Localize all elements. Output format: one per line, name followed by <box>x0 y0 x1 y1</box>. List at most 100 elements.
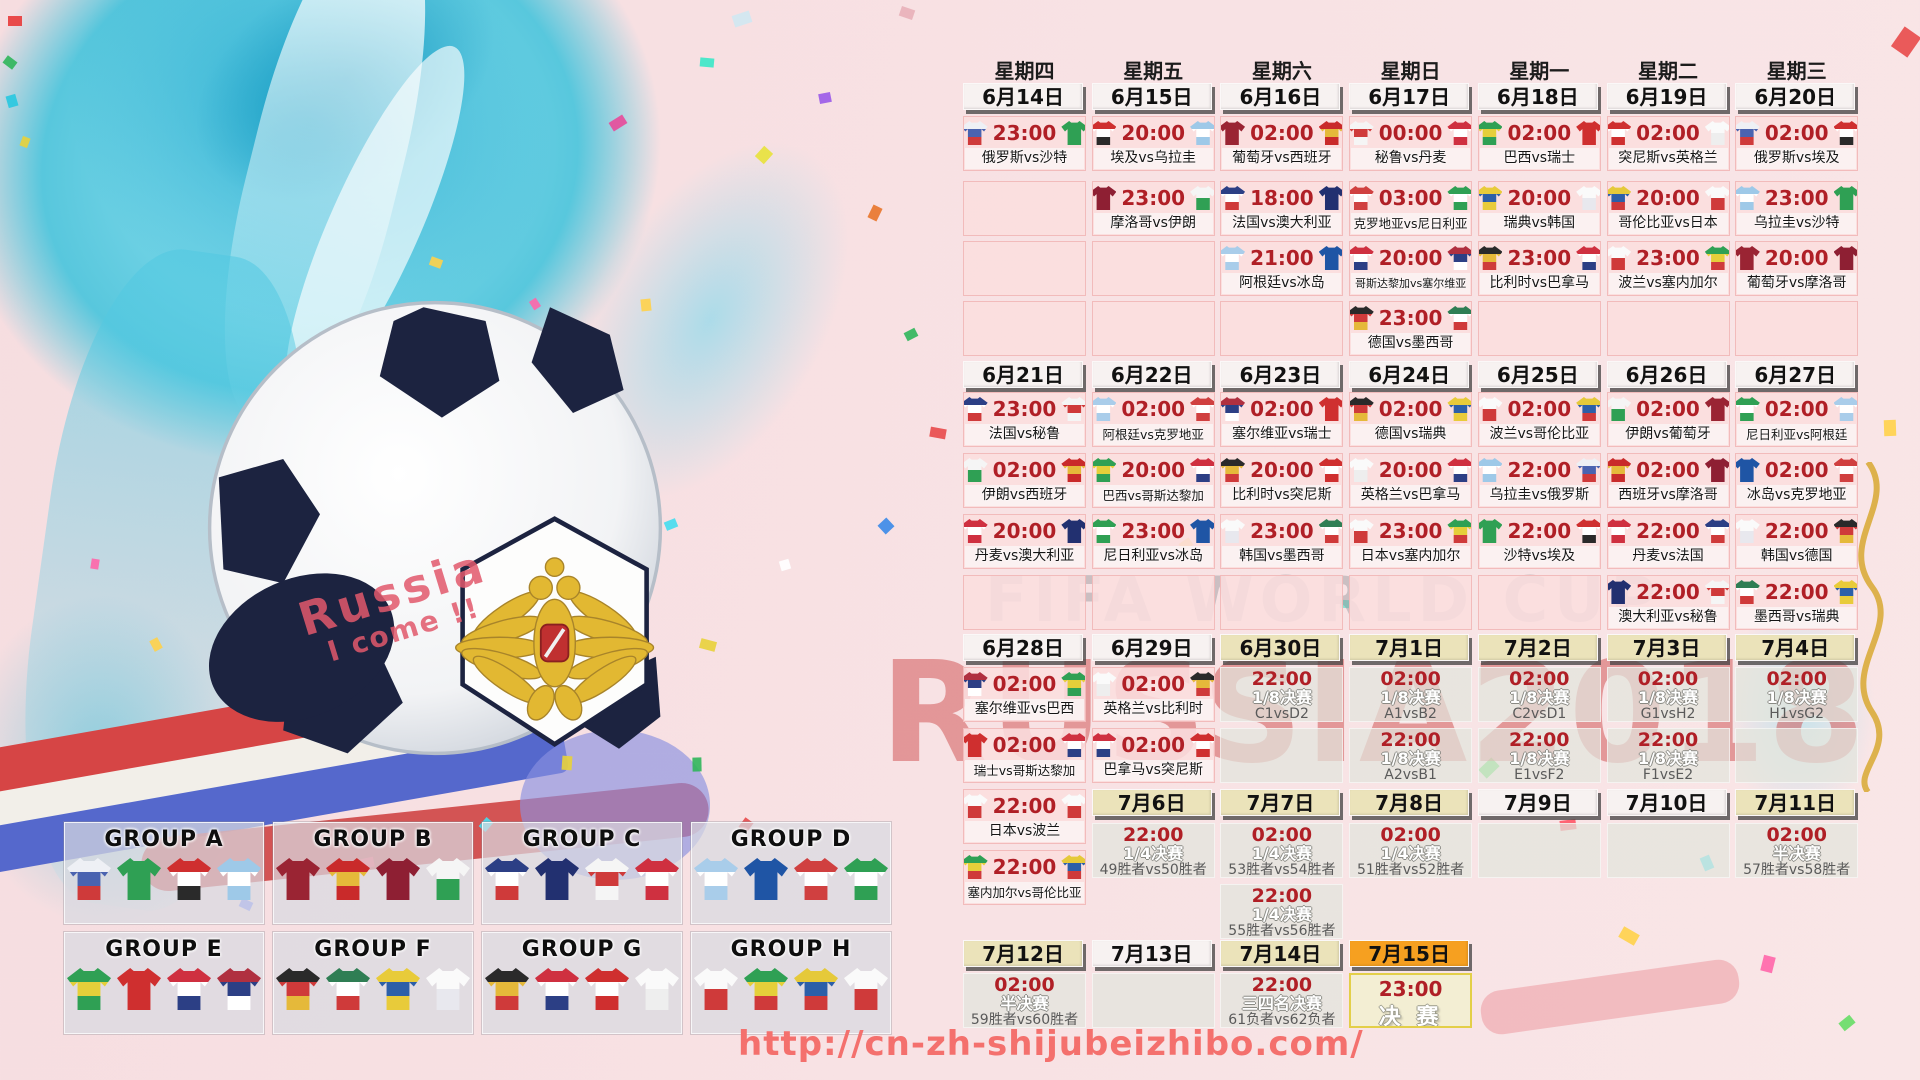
date-button[interactable]: 6月26日 <box>1606 361 1727 388</box>
group-jerseys <box>65 858 263 900</box>
match-time: 20:00 <box>1378 458 1443 482</box>
jersey-icon-西班牙 <box>1061 458 1085 482</box>
match-teams: 塞内加尔vs哥伦比亚 <box>965 882 1084 903</box>
match-teams: 丹麦vs法国 <box>1608 546 1728 567</box>
match-teams: 英格兰vs比利时 <box>1093 699 1213 720</box>
date-button[interactable]: 6月23日 <box>1220 361 1341 388</box>
jersey-icon-埃及 <box>1833 121 1858 145</box>
jersey-icon-葡萄牙 <box>276 858 320 900</box>
date-button[interactable]: 6月30日 <box>1220 634 1341 661</box>
date-button[interactable]: 7月7日 <box>1220 789 1341 816</box>
knockout-cell: 22:00 1/4决赛 49胜者vs50胜者 <box>1091 823 1215 878</box>
match-time: 23:00 <box>992 397 1057 421</box>
match-cell: 02:00 塞尔维亚vs巴西 <box>963 667 1086 722</box>
pairing-label: 49胜者vs50胜者 <box>1099 862 1207 878</box>
weekday-header: 星期五 <box>1123 59 1184 83</box>
pairing-label: 61负者vs62负者 <box>1228 1012 1336 1028</box>
group-title: GROUP C <box>522 827 642 852</box>
date-button[interactable]: 6月15日 <box>1091 83 1212 110</box>
match-time: 00:00 <box>1378 121 1443 145</box>
match-time: 02:00 <box>992 733 1057 757</box>
date-button[interactable]: 7月1日 <box>1349 634 1470 661</box>
jersey-icon-塞内加尔 <box>964 855 988 879</box>
date-button[interactable]: 7月4日 <box>1735 634 1856 661</box>
date-button[interactable]: 7月13日 <box>1091 940 1212 967</box>
jersey-icon-法国 <box>1704 519 1729 543</box>
pairing-label: 59胜者vs60胜者 <box>970 1012 1079 1028</box>
date-button[interactable]: 7月6日 <box>1091 789 1212 816</box>
pairing-label: C2vsD1 <box>1512 706 1567 722</box>
date-button[interactable]: 6月29日 <box>1091 634 1212 661</box>
jersey-icon-西班牙 <box>326 858 370 900</box>
confetti-piece <box>903 327 919 342</box>
date-button[interactable]: 7月3日 <box>1606 634 1727 661</box>
jersey-icon-墨西哥 <box>1447 306 1472 330</box>
date-button[interactable]: 7月8日 <box>1349 789 1470 816</box>
jersey-icon-葡萄牙 <box>1704 397 1729 421</box>
match-header-row: 20:00 <box>1350 242 1472 274</box>
date-button[interactable]: 6月21日 <box>963 361 1083 388</box>
match-time: 20:00 <box>1121 121 1186 145</box>
jersey-icon-西班牙 <box>1607 458 1632 482</box>
match-teams: 比利时vs巴拿马 <box>1479 273 1599 294</box>
match-time: 22:00 <box>1636 580 1700 604</box>
date-button[interactable]: 6月28日 <box>963 634 1083 661</box>
pairing-label: 51胜者vs52胜者 <box>1356 862 1465 878</box>
jersey-icon-韩国 <box>426 968 470 1010</box>
date-button[interactable]: 7月2日 <box>1477 634 1598 661</box>
match-cell: 03:00 克罗地亚vs尼日利亚 <box>1349 181 1473 236</box>
date-button[interactable]: 6月20日 <box>1735 83 1856 110</box>
jersey-icon-埃及 <box>167 858 211 900</box>
match-header-row: 02:00 <box>1607 454 1729 486</box>
match-header-row: 02:00 <box>964 729 1085 761</box>
match-cell: 23:00 乌拉圭vs沙特 <box>1735 181 1859 236</box>
date-button[interactable]: 7月10日 <box>1606 789 1727 816</box>
match-cell: 23:00 日本vs塞内加尔 <box>1349 514 1473 569</box>
date-button[interactable]: 6月19日 <box>1606 83 1727 110</box>
match-cell: 23:00 比利时vs巴拿马 <box>1477 241 1601 296</box>
match-header-row: 22:00 <box>1736 576 1858 608</box>
match-time: 02:00 <box>1380 824 1441 846</box>
date-button[interactable]: 6月27日 <box>1735 361 1856 388</box>
match-time: 18:00 <box>1250 186 1314 210</box>
match-header-row: 20:00 <box>1350 454 1472 486</box>
date-button[interactable]: 7月9日 <box>1477 789 1598 816</box>
group-title: GROUP G <box>521 937 643 962</box>
date-button[interactable]: 6月22日 <box>1091 361 1212 388</box>
empty-cell <box>963 301 1086 356</box>
jersey-icon-塞尔维亚 <box>217 968 261 1010</box>
jersey-icon-秘鲁 <box>1350 121 1374 145</box>
date-button[interactable]: 6月16日 <box>1220 83 1341 110</box>
jersey-icon-法国 <box>964 397 988 421</box>
match-time: 22:00 <box>1251 885 1313 907</box>
confetti-piece <box>929 426 947 440</box>
match-time: 22:00 <box>1507 519 1572 543</box>
jersey-icon-伊朗 <box>1607 397 1632 421</box>
pairing-label: E1vsF2 <box>1514 767 1565 783</box>
match-header-row: 22:00 <box>1478 454 1600 486</box>
jersey-icon-法国 <box>1221 186 1246 210</box>
match-teams: 葡萄牙vs摩洛哥 <box>1737 273 1857 294</box>
jersey-icon-巴拿马 <box>535 968 579 1010</box>
match-header-row: 22:00 <box>1736 515 1858 547</box>
date-button[interactable]: 6月14日 <box>963 83 1083 110</box>
match-header-row: 20:00 <box>1736 242 1858 274</box>
match-cell: 20:00 巴西vs哥斯达黎加 <box>1091 453 1215 508</box>
date-button[interactable]: 7月12日 <box>963 940 1083 967</box>
jersey-icon-比利时 <box>1478 246 1503 270</box>
final-cell: 23:00 决 赛 <box>1349 973 1473 1028</box>
date-button[interactable]: 6月24日 <box>1349 361 1470 388</box>
match-time: 20:00 <box>1121 458 1186 482</box>
match-time: 22:00 <box>1764 580 1829 604</box>
jersey-icon-比利时 <box>485 968 529 1010</box>
date-button[interactable]: 7月11日 <box>1735 789 1856 816</box>
date-button[interactable]: 7月15日 <box>1349 940 1470 967</box>
date-button[interactable]: 6月25日 <box>1477 361 1598 388</box>
date-button[interactable]: 6月18日 <box>1477 83 1598 110</box>
date-button[interactable]: 6月17日 <box>1349 83 1470 110</box>
match-time: 23:00 <box>1636 246 1700 270</box>
jersey-icon-波兰 <box>694 968 738 1010</box>
date-button[interactable]: 7月14日 <box>1220 940 1341 967</box>
match-teams: 法国vs澳大利亚 <box>1222 213 1342 234</box>
site-url[interactable]: http://cn-zh-shijubeizhibo.com/ <box>738 1024 1364 1064</box>
